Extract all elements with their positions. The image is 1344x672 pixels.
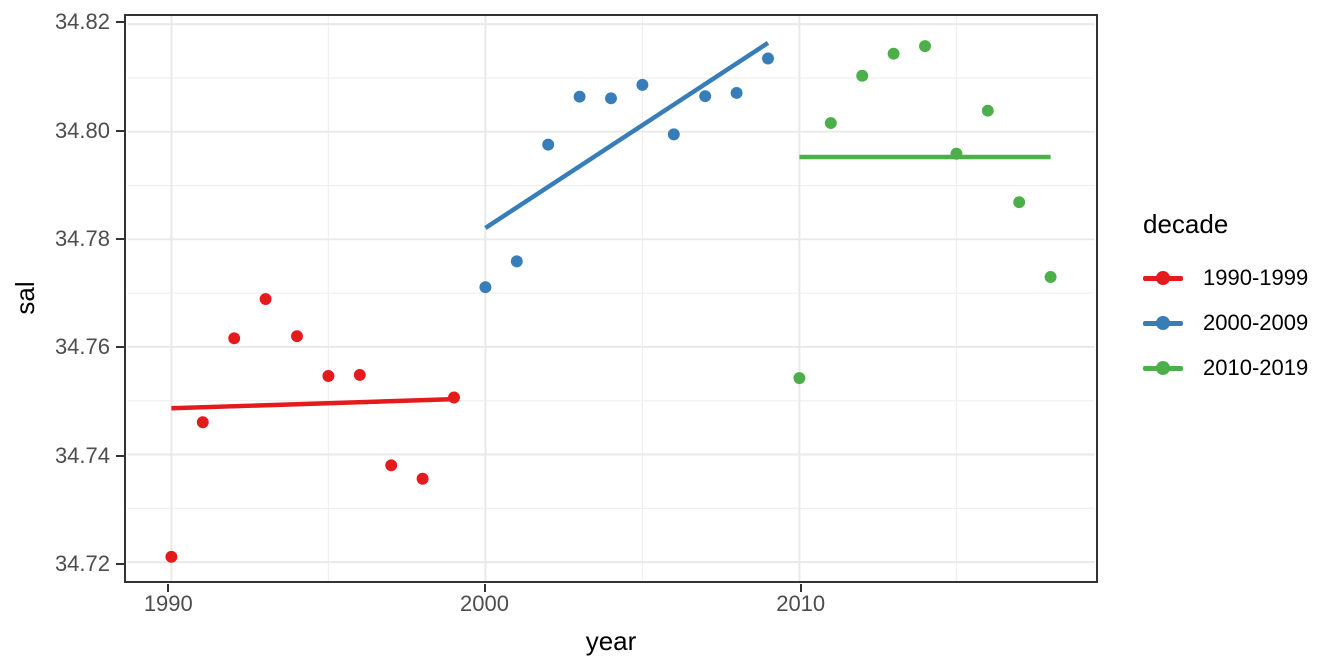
data-point — [1013, 196, 1026, 209]
data-point — [353, 368, 366, 381]
legend-entry-label: 1990-1999 — [1203, 265, 1309, 290]
data-point — [636, 78, 649, 91]
y-axis-tick — [116, 563, 124, 565]
data-point — [730, 86, 743, 99]
data-point — [196, 416, 209, 429]
trend-line-2000-2009 — [484, 41, 770, 230]
x-tick-label: 2000 — [460, 591, 509, 616]
data-point — [479, 281, 492, 294]
data-point — [605, 92, 617, 105]
x-tick-label: 2010 — [776, 591, 826, 616]
data-point — [573, 90, 586, 103]
data-point — [228, 332, 241, 345]
legend-key-dot — [1156, 316, 1170, 330]
data-point — [887, 47, 900, 60]
trend-line-1990-1999 — [171, 396, 455, 411]
y-axis-tick — [116, 237, 124, 240]
legend-entry: 2010-2019 — [1143, 354, 1308, 382]
data-point — [919, 40, 931, 53]
y-axis-tick — [116, 129, 124, 132]
x-axis-tick — [483, 584, 486, 592]
data-point — [793, 372, 806, 385]
y-tick-label: 34.78 — [54, 225, 110, 251]
data-point — [1044, 271, 1057, 283]
plot-panel — [124, 14, 1098, 583]
y-tick-label: 34.74 — [54, 442, 110, 468]
data-point — [322, 370, 335, 382]
legend-title: decade — [1143, 209, 1229, 239]
data-point — [699, 90, 712, 103]
data-point — [981, 104, 994, 117]
data-point — [385, 459, 398, 472]
y-axis-title: sal — [9, 281, 40, 315]
legend-key-dot — [1156, 361, 1170, 375]
data-point — [950, 147, 963, 160]
y-tick-label: 34.76 — [54, 334, 110, 360]
data-point — [416, 472, 429, 485]
x-axis-tick — [799, 584, 802, 592]
plot-canvas — [127, 16, 1095, 581]
y-tick-label: 34.80 — [54, 117, 110, 143]
legend-entry-label: 2010-2019 — [1203, 355, 1309, 380]
y-axis-tick — [116, 21, 124, 24]
legend-key-icon — [1143, 360, 1183, 376]
y-tick-label: 34.82 — [54, 9, 110, 35]
y-tick-label: 34.72 — [54, 551, 110, 576]
data-point — [448, 391, 460, 404]
data-point — [259, 293, 272, 305]
legend-key-icon — [1143, 315, 1183, 331]
data-point — [165, 550, 178, 563]
y-axis-tick — [116, 346, 124, 349]
data-point — [510, 255, 523, 268]
data-point — [667, 128, 680, 141]
legend-key-dot — [1156, 271, 1170, 285]
x-axis-title: year — [585, 626, 637, 656]
legend-key-icon — [1143, 270, 1183, 286]
legend-entry: 2000-2009 — [1143, 309, 1308, 337]
data-point — [824, 117, 837, 130]
legend: decade 1990-1999 2000-2009 2010-2019 — [1143, 209, 1308, 399]
data-point — [291, 330, 303, 343]
legend-entry: 1990-1999 — [1143, 264, 1308, 292]
x-tick-label: 1990 — [143, 591, 193, 616]
legend-entry-label: 2000-2009 — [1203, 310, 1309, 335]
legend-entries: 1990-1999 2000-2009 2010-2019 — [1143, 264, 1308, 399]
x-axis-tick — [167, 584, 170, 592]
y-axis-tick — [116, 454, 124, 457]
data-point — [856, 69, 869, 82]
data-point — [542, 138, 555, 151]
data-point — [762, 52, 774, 65]
